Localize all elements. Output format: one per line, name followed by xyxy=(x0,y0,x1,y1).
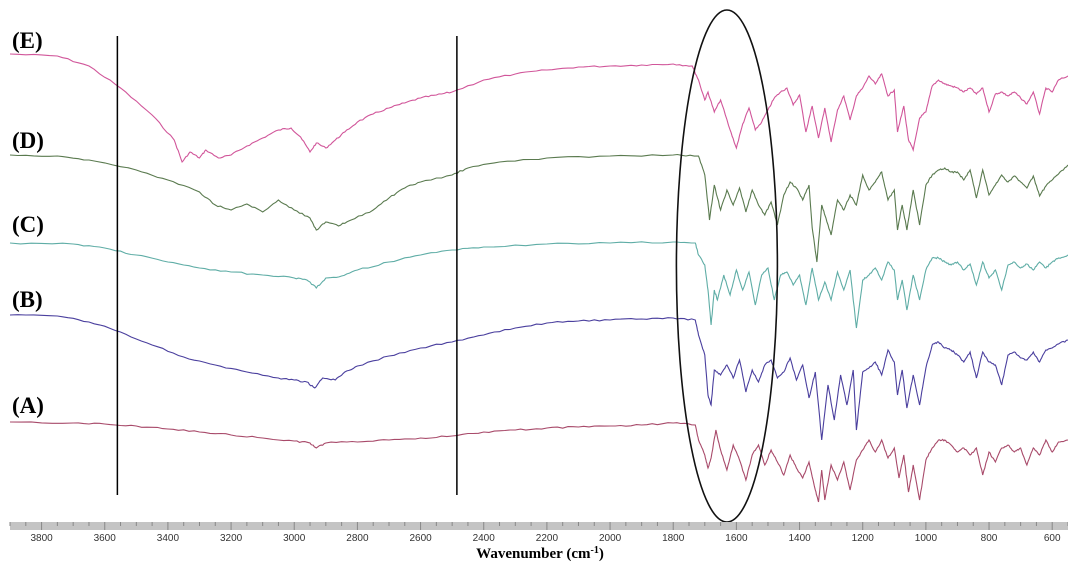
x-tick-label-800: 800 xyxy=(981,533,998,544)
x-tick-label-2600: 2600 xyxy=(409,533,432,544)
x-tick-label-2200: 2200 xyxy=(536,533,559,544)
spectrum-line-d xyxy=(9,153,1068,263)
x-tick-label-3400: 3400 xyxy=(157,533,180,544)
highlight-ellipse xyxy=(675,9,779,523)
x-axis: 3800 3600 3400 3200 3000 2800 2600 2400 2200 2000… xyxy=(9,522,1068,544)
series-label-c: (C) xyxy=(12,212,44,237)
x-tick-label-1600: 1600 xyxy=(725,533,748,544)
x-tick-label-2400: 2400 xyxy=(473,533,496,544)
series-layer xyxy=(9,53,1068,503)
x-tick-label-600: 600 xyxy=(1044,533,1061,544)
series-label-a: (A) xyxy=(12,393,44,418)
series-label-b: (B) xyxy=(12,287,43,312)
x-tick-label-3000: 3000 xyxy=(283,533,306,544)
x-axis-title: Wavenumber (cm-1) xyxy=(476,545,604,563)
x-tick-label-2800: 2800 xyxy=(346,533,369,544)
x-axis-tick-labels: 3800 3600 3400 3200 3000 2800 2600 2400 2200 2000… xyxy=(30,533,1061,544)
spectrum-line-e xyxy=(9,53,1068,164)
series-label-e: (E) xyxy=(12,28,43,53)
spectrum-line-a xyxy=(9,421,1068,503)
x-tick-label-1400: 1400 xyxy=(788,533,811,544)
series-label-layer: (E) (D) (C) (B) (A) xyxy=(12,28,44,418)
series-label-d: (D) xyxy=(12,128,44,153)
spectrum-line-b xyxy=(9,314,1068,441)
x-tick-label-3800: 3800 xyxy=(30,533,53,544)
x-axis-bar xyxy=(10,522,1068,530)
x-tick-label-2000: 2000 xyxy=(599,533,622,544)
x-tick-label-1800: 1800 xyxy=(662,533,685,544)
reference-line-layer xyxy=(116,36,458,495)
spectrum-line-c xyxy=(9,241,1068,329)
x-tick-label-1000: 1000 xyxy=(915,533,938,544)
x-tick-label-3200: 3200 xyxy=(220,533,243,544)
x-axis-tick-marks xyxy=(9,522,1068,530)
highlight-ellipse-layer xyxy=(675,9,779,523)
x-tick-label-1200: 1200 xyxy=(852,533,875,544)
x-tick-label-3600: 3600 xyxy=(94,533,117,544)
